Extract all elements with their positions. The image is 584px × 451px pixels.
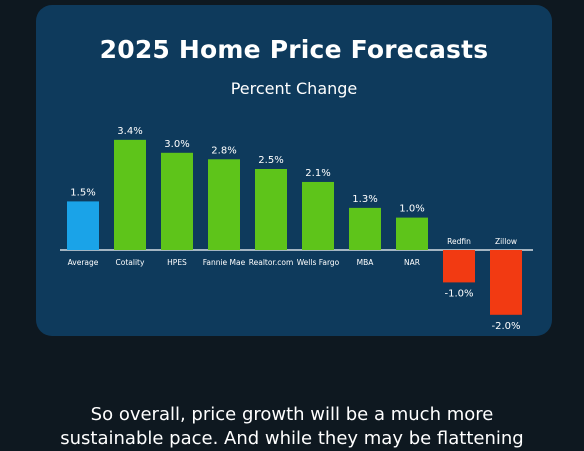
category-label: HPES [167,258,187,267]
value-label: 1.5% [70,187,95,198]
value-label: 3.4% [117,126,142,137]
category-label: Zillow [495,237,517,246]
value-label: 1.3% [352,194,377,205]
category-label: Cotality [116,258,145,267]
value-label: 3.0% [164,139,189,150]
caption-line-2: sustainable pace. And while they may be … [60,428,524,449]
chart-subtitle: Percent Change [230,79,358,98]
category-label: MBA [357,258,375,267]
bar-mba [349,207,381,250]
category-label: Average [68,258,99,267]
caption-line-1: So overall, price growth will be a much … [90,404,494,425]
bar-realtor-com [255,169,287,250]
bar-hpes [161,152,193,250]
category-label: Wells Fargo [297,258,340,267]
value-label: 1.0% [399,204,424,215]
chart-title: 2025 Home Price Forecasts [99,35,489,64]
bar-wells-fargo [302,181,334,250]
category-label: Fannie Mae [203,258,246,267]
category-label: Redfin [447,237,471,246]
category-label: Realtor.com [249,258,294,267]
bar-nar [396,217,428,250]
bar-fannie-mae [208,159,240,250]
bar-redfin [443,250,475,283]
bar-average [67,201,99,250]
bar-cotality [114,139,146,250]
bar-chart: 1.5% Average 3.4% Cotality 3.0% HPES 2.8% Fanni… [60,126,533,332]
value-label: -1.0% [444,288,473,299]
value-label: 2.5% [258,155,283,166]
value-label: -2.0% [491,321,520,332]
bar-zillow [490,250,522,315]
value-label: 2.1% [305,168,330,179]
value-label: 2.8% [211,145,236,156]
category-label: NAR [404,258,420,267]
chart-card: 2025 Home Price Forecasts Percent Change… [36,5,552,336]
caption-text: So overall, price growth will be a much … [0,403,584,451]
